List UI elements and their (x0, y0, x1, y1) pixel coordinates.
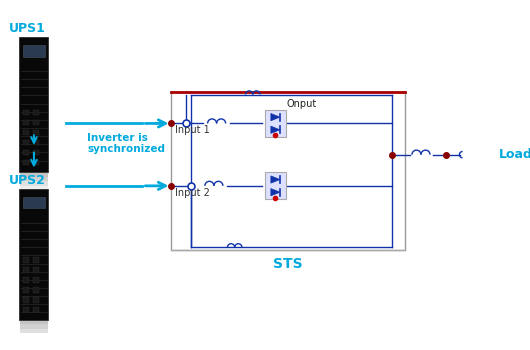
Bar (33, 140, 39, 145)
Bar (20, 320, 48, 324)
Polygon shape (271, 189, 280, 196)
Text: Load: Load (499, 148, 530, 161)
Bar (33, 110, 39, 115)
Text: UPS1: UPS1 (8, 22, 46, 35)
Bar (33, 267, 39, 273)
Bar (20, 172, 48, 177)
Bar (23, 297, 30, 302)
Bar (33, 287, 39, 293)
Bar (23, 307, 30, 313)
Bar (20, 324, 48, 329)
Bar (20, 177, 48, 181)
Bar (33, 277, 39, 282)
Bar (20, 329, 48, 333)
Bar (33, 307, 39, 313)
Bar (33, 297, 39, 302)
Bar (264, 172, 286, 199)
Polygon shape (271, 113, 280, 121)
Bar (33, 160, 39, 165)
Bar (33, 257, 39, 263)
Bar (23, 277, 30, 282)
Bar (23, 110, 30, 115)
Bar (33, 150, 39, 155)
Bar (171, 92, 405, 250)
Bar (23, 120, 30, 125)
Text: UPS2: UPS2 (8, 174, 46, 187)
Bar (23, 140, 30, 145)
Polygon shape (271, 126, 280, 133)
Bar (23, 130, 30, 135)
Text: STS: STS (273, 257, 303, 271)
Bar (20, 186, 48, 190)
Polygon shape (271, 176, 280, 183)
Bar (23, 257, 30, 263)
Text: Onput: Onput (287, 99, 317, 109)
Bar (23, 160, 30, 165)
Text: Input 1: Input 1 (175, 125, 210, 135)
Bar (33, 120, 39, 125)
Text: Inverter is
synchronized: Inverter is synchronized (87, 133, 165, 154)
Bar (264, 110, 286, 137)
Bar (20, 37, 48, 172)
Text: Input 2: Input 2 (175, 188, 210, 198)
Bar (20, 189, 48, 320)
Bar (23, 267, 30, 273)
Bar (20, 181, 48, 186)
Bar (20, 333, 48, 338)
Bar (23, 45, 45, 57)
Bar (23, 287, 30, 293)
Bar (33, 130, 39, 135)
Bar (23, 150, 30, 155)
Bar (23, 197, 45, 209)
